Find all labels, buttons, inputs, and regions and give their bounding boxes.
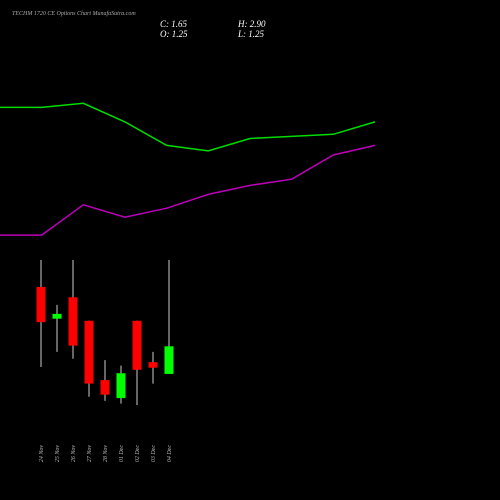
x-tick-label: 25 Nov: [55, 445, 61, 463]
candle-body: [52, 313, 62, 319]
candle-body: [100, 380, 110, 395]
candle-body: [84, 320, 94, 384]
x-tick-label: 04 Dec: [166, 445, 173, 462]
candle-body: [148, 362, 158, 368]
x-tick-label: 26 Nov: [71, 445, 77, 463]
x-tick-label: 28 Nov: [103, 445, 109, 463]
indicator-line: [0, 102, 376, 152]
candle-body: [164, 346, 174, 374]
open-info: O: 1.25: [160, 29, 188, 39]
x-tick-label: 03 Dec: [151, 445, 157, 462]
high-info: H: 2.90: [237, 19, 266, 29]
candle-body: [68, 297, 78, 346]
candle-body: [132, 320, 142, 370]
low-info: L: 1.25: [237, 29, 265, 39]
chart-title: TECHM 1720 CE Options Chart MunafaSutra.…: [12, 10, 136, 17]
candle-body: [116, 373, 126, 399]
close-info: C: 1.65: [160, 19, 188, 29]
x-tick-label: 01 Dec: [119, 445, 125, 462]
candle-body: [36, 286, 46, 323]
x-tick-label: 02 Dec: [135, 445, 141, 462]
x-tick-label: 24 Nov: [38, 445, 45, 463]
indicator-line: [0, 144, 376, 236]
x-tick-label: 27 Nov: [87, 445, 93, 463]
